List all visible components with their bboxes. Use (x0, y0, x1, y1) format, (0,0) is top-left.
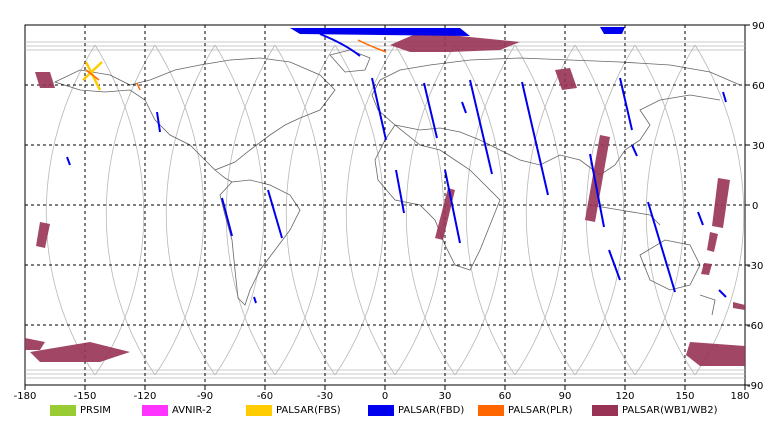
legend-swatch (142, 404, 168, 416)
legend-item-prsim: PRSIM (50, 402, 111, 418)
legend-label: PALSAR(WB1/WB2) (622, 404, 718, 416)
y-tick-label: 0 (752, 201, 758, 212)
x-tick-label: 0 (382, 391, 388, 402)
coastlines (53, 49, 741, 316)
x-tick-label: 90 (559, 391, 572, 402)
swaths-wb1-wb2 (25, 32, 745, 366)
y-tick-label: 30 (752, 141, 765, 152)
tick-marks (24, 24, 750, 390)
legend-swatch (478, 404, 504, 416)
legend-label: PRSIM (80, 404, 111, 416)
y-tick-label: -90 (747, 381, 763, 392)
legend-label: PALSAR(PLR) (508, 404, 573, 416)
legend-item-avnir2: AVNIR-2 (142, 402, 212, 418)
x-tick-label: -180 (14, 391, 37, 402)
legend-swatch (592, 404, 618, 416)
legend-label: AVNIR-2 (172, 404, 212, 416)
legend-item-palsar-wb: PALSAR(WB1/WB2) (592, 402, 718, 418)
x-tick-label: 180 (730, 391, 749, 402)
legend: PRSIM AVNIR-2 PALSAR(FBS) PALSAR(FBD) PA… (50, 402, 770, 418)
legend-item-palsar-fbs: PALSAR(FBS) (246, 402, 341, 418)
swaths-fbd (66, 27, 727, 304)
legend-item-palsar-plr: PALSAR(PLR) (478, 402, 572, 418)
legend-swatch (50, 404, 76, 416)
x-tick-label: -120 (134, 391, 157, 402)
x-tick-label: -60 (257, 391, 273, 402)
x-tick-label: -150 (74, 391, 97, 402)
y-tick-label: 90 (752, 21, 765, 32)
x-tick-label: 60 (499, 391, 512, 402)
y-tick-label: -60 (747, 321, 763, 332)
x-tick-label: 150 (675, 391, 694, 402)
legend-item-palsar-fbd: PALSAR(FBD) (368, 402, 464, 418)
y-tick-label: -30 (747, 261, 763, 272)
y-tick-label: 60 (752, 81, 765, 92)
x-tick-label: -90 (197, 391, 213, 402)
x-tick-label: 30 (439, 391, 452, 402)
legend-swatch (368, 404, 394, 416)
x-tick-label: 120 (615, 391, 634, 402)
x-tick-label: -30 (317, 391, 333, 402)
legend-swatch (246, 404, 272, 416)
y-axis-labels: 90 60 30 0 -30 -60 -90 (747, 21, 765, 392)
x-axis-labels: -180 -150 -120 -90 -60 -30 0 30 60 90 12… (14, 391, 750, 402)
legend-label: PALSAR(FBS) (276, 404, 341, 416)
swaths-plr (85, 39, 387, 91)
legend-label: PALSAR(FBD) (398, 404, 465, 416)
